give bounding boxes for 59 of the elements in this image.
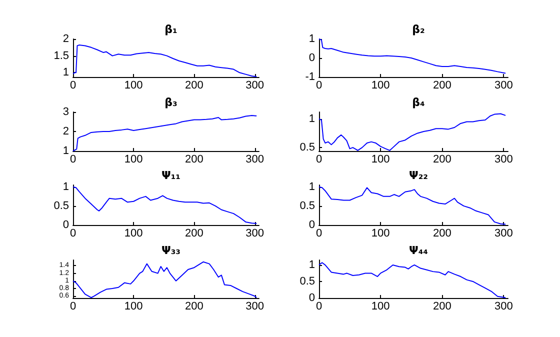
chart-title: β₁ (164, 23, 178, 36)
x-tick-label: 200 (432, 80, 452, 92)
y-tick-label: 1 (62, 145, 69, 157)
x-tick-label: 300 (246, 228, 264, 240)
x-tick-label: 300 (494, 80, 513, 92)
x-tick-label: 300 (246, 154, 264, 166)
line-series (318, 38, 506, 74)
chart-title: Ψ₂₂ (409, 169, 428, 182)
x-tick-label: 200 (432, 300, 452, 312)
line-series (318, 186, 506, 225)
y-tick-label: 1 (308, 180, 315, 193)
x-tick-label: 100 (124, 300, 143, 312)
x-tick-label: 100 (124, 154, 143, 166)
y-tick-label: 0.5 (54, 200, 69, 212)
x-tick-label: 300 (246, 300, 264, 312)
y-tick-label: 3 (62, 106, 69, 118)
chart-title: β₂ (412, 23, 426, 36)
x-tick-label: 300 (494, 228, 513, 240)
x-tick-label: 100 (371, 154, 390, 166)
x-tick-label: 200 (432, 228, 452, 240)
chart-title: Ψ₃₃ (162, 244, 181, 257)
y-tick-label: 1 (62, 66, 69, 79)
x-tick-label: 200 (184, 154, 204, 166)
y-tick-label: 1 (62, 180, 69, 193)
line-series (72, 115, 258, 152)
y-tick-label: 0 (308, 219, 315, 231)
y-tick-label: 0.5 (300, 275, 315, 288)
y-tick-label: 0 (62, 219, 69, 231)
line-series (72, 186, 258, 224)
line-series (318, 262, 506, 298)
x-tick-label: 300 (494, 300, 513, 312)
y-tick-label: 1 (308, 33, 315, 45)
x-tick-label: 200 (184, 300, 204, 312)
chart-title: β₃ (164, 96, 178, 109)
chart-title: Ψ₁₁ (162, 169, 181, 182)
x-tick-label: 100 (371, 300, 390, 312)
line-series (318, 113, 506, 151)
chart-title: Ψ₄₄ (409, 244, 428, 257)
y-tick-label: 0 (308, 52, 315, 64)
x-tick-label: 100 (371, 228, 390, 240)
line-series (72, 261, 258, 298)
y-tick-label: 1 (308, 112, 315, 125)
y-tick-label: 0.5 (300, 142, 315, 154)
y-tick-label: 2 (62, 33, 69, 45)
y-tick-label: 2 (62, 126, 69, 138)
x-tick-label: 300 (494, 154, 513, 166)
x-tick-label: 200 (432, 154, 452, 166)
y-tick-label: 1.5 (54, 50, 69, 62)
x-tick-label: 200 (184, 80, 204, 92)
y-tick-label: 1 (308, 258, 315, 271)
x-tick-label: 300 (246, 80, 264, 92)
x-tick-label: 100 (124, 228, 143, 240)
x-tick-label: 100 (124, 80, 143, 92)
x-tick-label: 200 (184, 228, 204, 240)
chart-title: β₄ (412, 96, 426, 109)
y-tick-label: 0.5 (300, 200, 315, 212)
y-tick-label: 0 (308, 292, 315, 304)
y-tick-label: -1 (305, 71, 315, 83)
x-tick-label: 100 (371, 80, 390, 92)
